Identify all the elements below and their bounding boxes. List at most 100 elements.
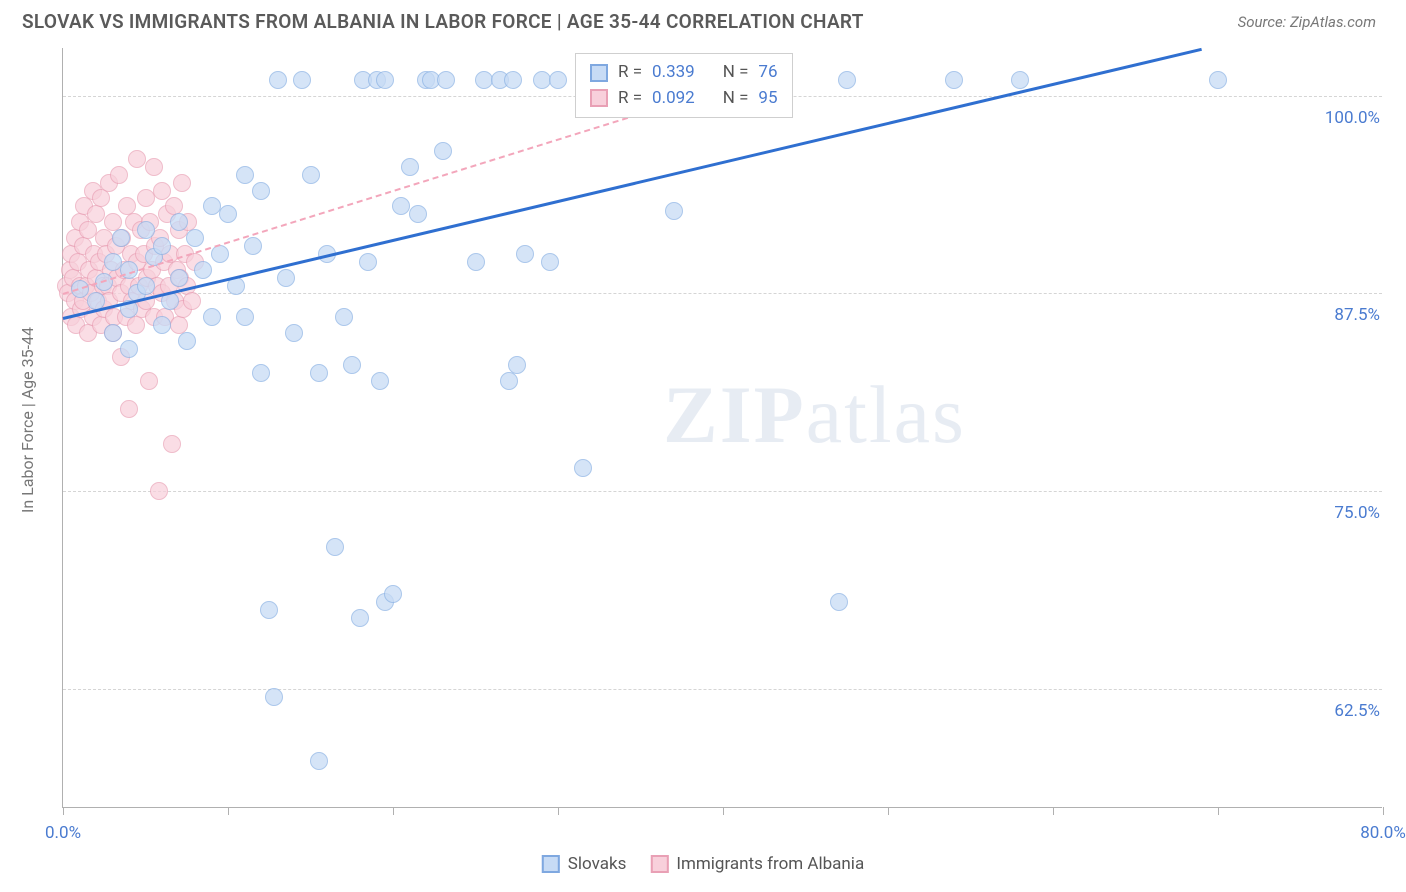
data-point [104, 324, 122, 342]
n-label: N = [723, 86, 749, 112]
y-tick-label: 75.0% [1330, 503, 1384, 523]
n-value: 95 [758, 86, 777, 112]
data-point [137, 189, 155, 207]
data-point [302, 166, 320, 184]
y-tick-label: 100.0% [1321, 108, 1384, 128]
n-label: N = [723, 60, 749, 86]
data-point [549, 71, 567, 89]
legend-stats-row: R =0.339N =76 [590, 60, 778, 86]
data-point [516, 245, 534, 263]
legend-bottom: Slovaks Immigrants from Albania [542, 854, 864, 874]
data-point [173, 174, 191, 192]
data-point [384, 585, 402, 603]
legend-stats-row: R =0.092N =95 [590, 86, 778, 112]
data-point [120, 340, 138, 358]
data-point [392, 197, 410, 215]
data-point [285, 324, 303, 342]
data-point [203, 308, 221, 326]
data-point [277, 269, 295, 287]
x-tick [1383, 807, 1384, 815]
scatter-chart: ZIPatlas 62.5%75.0%87.5%100.0%0.0%80.0%R… [62, 48, 1382, 808]
data-point [945, 71, 963, 89]
data-point [112, 229, 130, 247]
data-point [153, 182, 171, 200]
data-point [310, 752, 328, 770]
y-axis-label: In Labor Force | Age 35-44 [18, 327, 37, 513]
data-point [665, 202, 683, 220]
data-point [475, 71, 493, 89]
data-point [1209, 71, 1227, 89]
data-point [137, 277, 155, 295]
data-point [153, 237, 171, 255]
data-point [467, 253, 485, 271]
data-point [236, 308, 254, 326]
data-point [178, 332, 196, 350]
data-point [194, 261, 212, 279]
legend-item: Slovaks [542, 854, 627, 874]
legend-swatch [590, 64, 608, 82]
data-point [127, 316, 145, 334]
gridline [63, 689, 1382, 690]
data-point [203, 197, 221, 215]
data-point [79, 221, 97, 239]
data-point [92, 189, 110, 207]
data-point [252, 364, 270, 382]
data-point [335, 308, 353, 326]
n-value: 76 [758, 60, 777, 86]
data-point [508, 356, 526, 374]
x-tick [1053, 807, 1054, 815]
legend-swatch [542, 855, 560, 873]
data-point [437, 71, 455, 89]
data-point [87, 205, 105, 223]
x-tick-label: 80.0% [1360, 823, 1406, 843]
data-point [533, 71, 551, 89]
data-point [104, 253, 122, 271]
data-point [401, 158, 419, 176]
x-tick [393, 807, 394, 815]
data-point [163, 435, 181, 453]
data-point [110, 166, 128, 184]
data-point [351, 609, 369, 627]
gridline [63, 293, 1382, 294]
data-point [170, 269, 188, 287]
r-label: R = [618, 86, 642, 112]
data-point [186, 229, 204, 247]
data-point [541, 253, 559, 271]
legend-label: Immigrants from Albania [676, 854, 864, 874]
data-point [293, 71, 311, 89]
data-point [504, 71, 522, 89]
y-tick-label: 87.5% [1330, 305, 1384, 325]
data-point [140, 372, 158, 390]
legend-stats: R =0.339N =76R =0.092N =95 [575, 53, 793, 118]
data-point [137, 221, 155, 239]
x-tick [228, 807, 229, 815]
data-point [265, 688, 283, 706]
chart-title: SLOVAK VS IMMIGRANTS FROM ALBANIA IN LAB… [22, 10, 864, 33]
legend-swatch [590, 89, 608, 107]
data-point [434, 142, 452, 160]
source-label: Source: ZipAtlas.com [1238, 13, 1376, 31]
data-point [252, 182, 270, 200]
legend-item: Immigrants from Albania [650, 854, 864, 874]
data-point [183, 292, 201, 310]
x-tick [1218, 807, 1219, 815]
x-tick-label: 0.0% [45, 823, 81, 843]
data-point [371, 372, 389, 390]
y-tick-label: 62.5% [1330, 701, 1384, 721]
data-point [409, 205, 427, 223]
data-point [326, 538, 344, 556]
gridline [63, 491, 1382, 492]
x-tick [558, 807, 559, 815]
data-point [574, 459, 592, 477]
data-point [1011, 71, 1029, 89]
r-label: R = [618, 60, 642, 86]
data-point [219, 205, 237, 223]
data-point [500, 372, 518, 390]
x-tick [63, 807, 64, 815]
data-point [153, 316, 171, 334]
data-point [310, 364, 328, 382]
watermark: ZIPatlas [663, 368, 966, 462]
data-point [244, 237, 262, 255]
data-point [128, 150, 146, 168]
legend-label: Slovaks [568, 854, 627, 874]
